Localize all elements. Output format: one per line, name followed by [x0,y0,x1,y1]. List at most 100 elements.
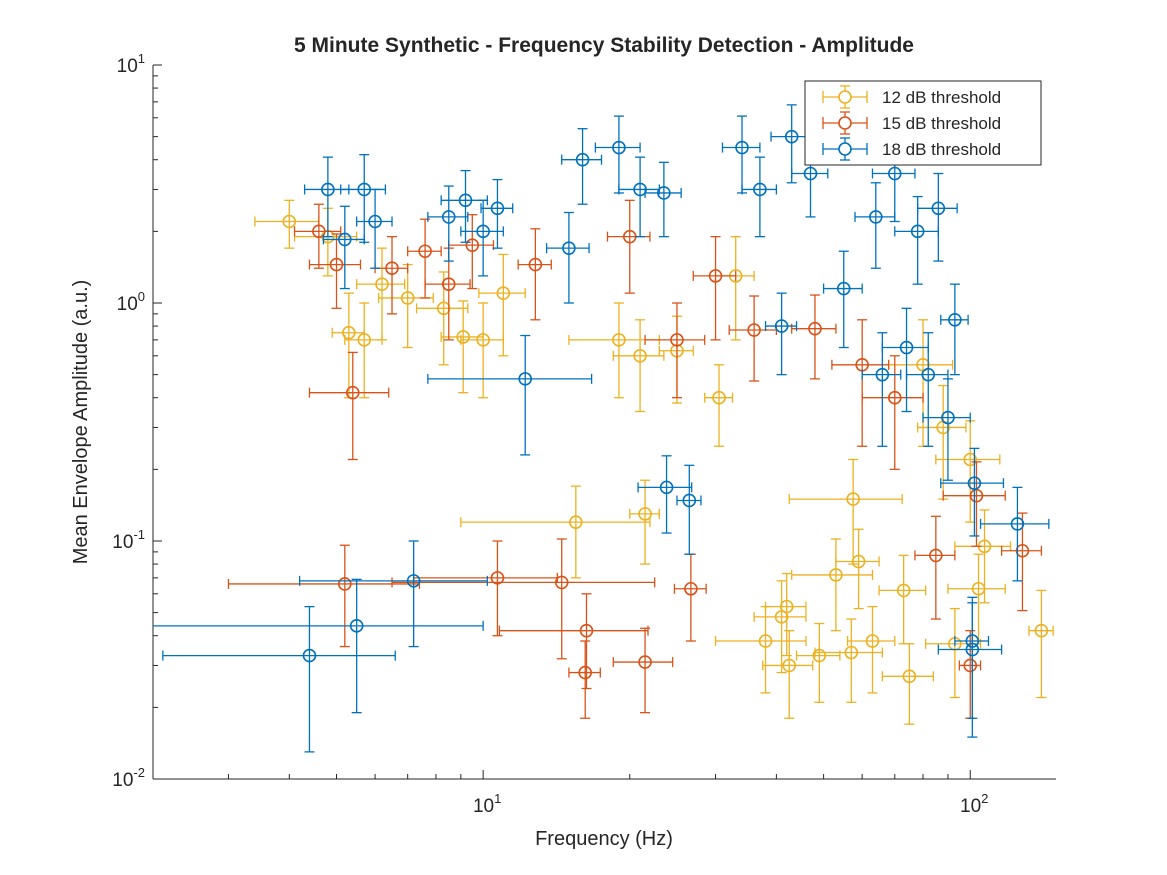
marker [712,390,726,405]
data-point [629,479,660,565]
series-layer [153,104,1054,753]
data-point [612,319,665,413]
marker [633,348,647,363]
marker [569,515,583,529]
marker [342,325,356,340]
data-point [637,455,693,534]
marker [575,152,590,167]
data-point [721,115,761,194]
data-point [878,554,927,645]
legend-entry: 18 dB threshold [822,137,1001,161]
data-point [424,247,471,341]
data-point [322,205,365,290]
data-point [937,602,1003,738]
data-point [764,572,807,657]
marker [670,333,684,347]
data-point [448,214,495,290]
data-point [644,161,682,238]
marker [779,599,794,614]
marker [808,321,822,336]
data-point [741,156,778,238]
marker [321,182,335,197]
data-point [814,618,883,703]
marker [385,261,399,276]
data-point [788,458,903,565]
data-point [831,319,890,447]
marker [965,642,980,657]
marker [441,277,456,291]
marker [418,244,432,259]
data-point [331,292,365,399]
marker [1015,543,1030,558]
data-point [460,199,504,277]
data-point [881,643,934,725]
data-point [1000,512,1043,612]
marker [902,669,917,684]
legend-entry: 12 dB threshold [822,85,1001,109]
marker [496,286,511,300]
marker [345,385,360,400]
data-point [795,622,841,703]
marker [967,476,982,490]
data-point [227,544,421,648]
marker [735,140,749,155]
data-point [374,236,409,315]
y-tick-label: 10-1 [112,527,145,553]
marker [812,648,827,663]
marker [302,648,317,663]
data-point [914,515,956,620]
marker [948,312,962,327]
marker [931,201,946,216]
marker [875,367,890,382]
marker [846,492,860,506]
marker [758,634,773,648]
chart-title: 5 Minute Synthetic - Frequency Stability… [294,34,914,57]
x-tick-label: 102 [960,791,988,817]
marker [562,241,576,255]
marker [1010,517,1025,531]
x-axis-label: Frequency (Hz) [535,828,673,850]
legend: 12 dB threshold 15 dB threshold 18 dB thre… [804,80,1042,166]
marker [518,372,533,386]
marker [899,340,914,355]
marker [774,319,789,333]
marker [963,658,978,673]
marker [910,224,925,239]
marker [638,507,652,521]
data-point [612,627,674,714]
marker [747,323,761,337]
data-point [153,578,484,714]
data-point [940,447,1005,537]
y-tick-label: 101 [117,51,145,77]
data-point [905,332,949,447]
legend-label: 18 dB threshold [882,140,1001,159]
data-point [427,334,593,456]
data-point [478,253,526,357]
marker [887,166,902,181]
data-point [822,250,863,349]
marker [554,575,569,590]
data-point [356,247,406,341]
series-2 [227,199,1043,719]
marker [528,257,543,272]
marker [338,577,352,591]
legend-label: 12 dB threshold [882,88,1001,107]
marker [844,645,859,660]
marker [836,281,851,296]
data-point [308,233,362,309]
marker [633,182,647,197]
data-point [644,302,706,399]
data-point [545,211,590,304]
marker [349,619,364,633]
data-point [356,188,393,269]
data-point [391,538,656,660]
marker [684,581,698,596]
data-point [791,538,874,632]
marker [368,214,382,229]
data-point [922,378,971,481]
marker [338,232,352,247]
marker [329,257,344,272]
data-point [412,540,558,637]
data-point [561,128,603,205]
marker [753,182,767,197]
